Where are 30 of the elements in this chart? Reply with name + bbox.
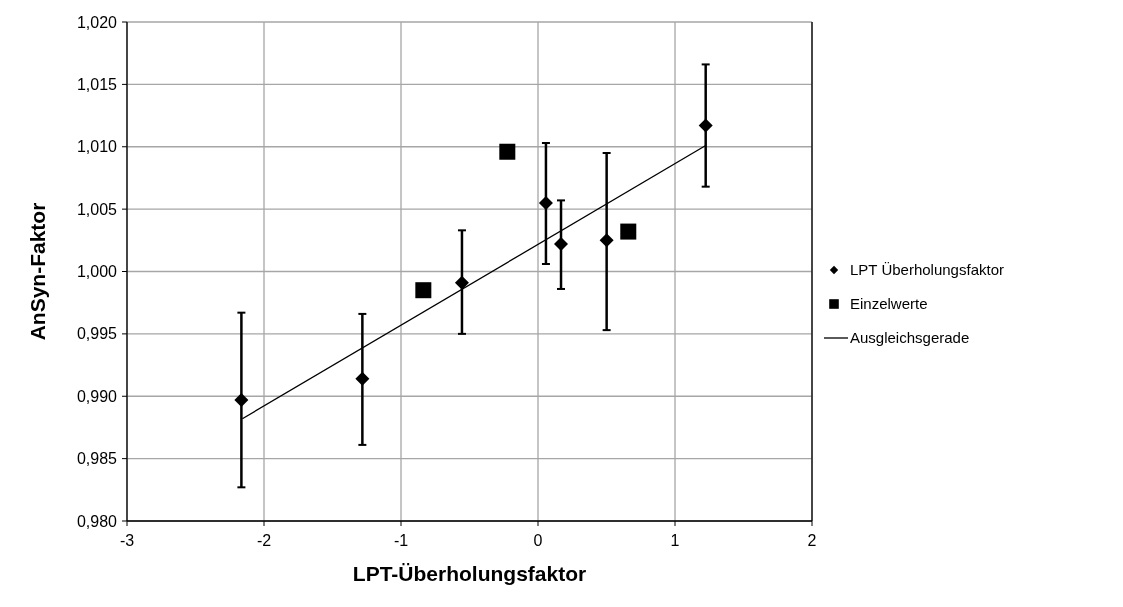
y-tick-label: 0,995 xyxy=(76,325,118,343)
x-axis-title: LPT-Überholungsfaktor xyxy=(352,562,587,585)
x-tick-label: -1 xyxy=(393,532,409,549)
y-tick-label: 1,005 xyxy=(76,200,118,218)
y-axis-title: AnSyn-Faktor xyxy=(26,202,49,341)
y-tick-label: 1,015 xyxy=(76,75,118,93)
point xyxy=(415,282,432,299)
point xyxy=(620,223,637,240)
x-tick-label: -2 xyxy=(256,532,272,549)
legend-label: LPT Überholungsfaktor xyxy=(850,261,1004,279)
y-tick-label: 0,985 xyxy=(76,450,118,468)
point xyxy=(355,371,370,386)
y-tick-label: 0,980 xyxy=(76,512,118,530)
y-tick-label: 1,000 xyxy=(76,263,118,281)
x-tick-label: 2 xyxy=(807,532,817,549)
point xyxy=(499,143,516,160)
legend-label: Einzelwerte xyxy=(850,295,928,313)
point xyxy=(599,233,614,248)
point xyxy=(234,392,249,407)
y-tick-label: 1,020 xyxy=(76,13,118,31)
x-tick-label: -3 xyxy=(119,532,135,549)
point xyxy=(454,275,469,290)
point xyxy=(698,118,713,133)
y-tick-label: 0,990 xyxy=(76,387,118,405)
point xyxy=(554,237,569,252)
x-tick-label: 0 xyxy=(533,532,543,549)
y-tick-label: 1,010 xyxy=(76,138,118,156)
legend-label: Ausgleichsgerade xyxy=(850,329,970,347)
point xyxy=(538,195,553,210)
x-tick-label: 1 xyxy=(670,532,680,549)
